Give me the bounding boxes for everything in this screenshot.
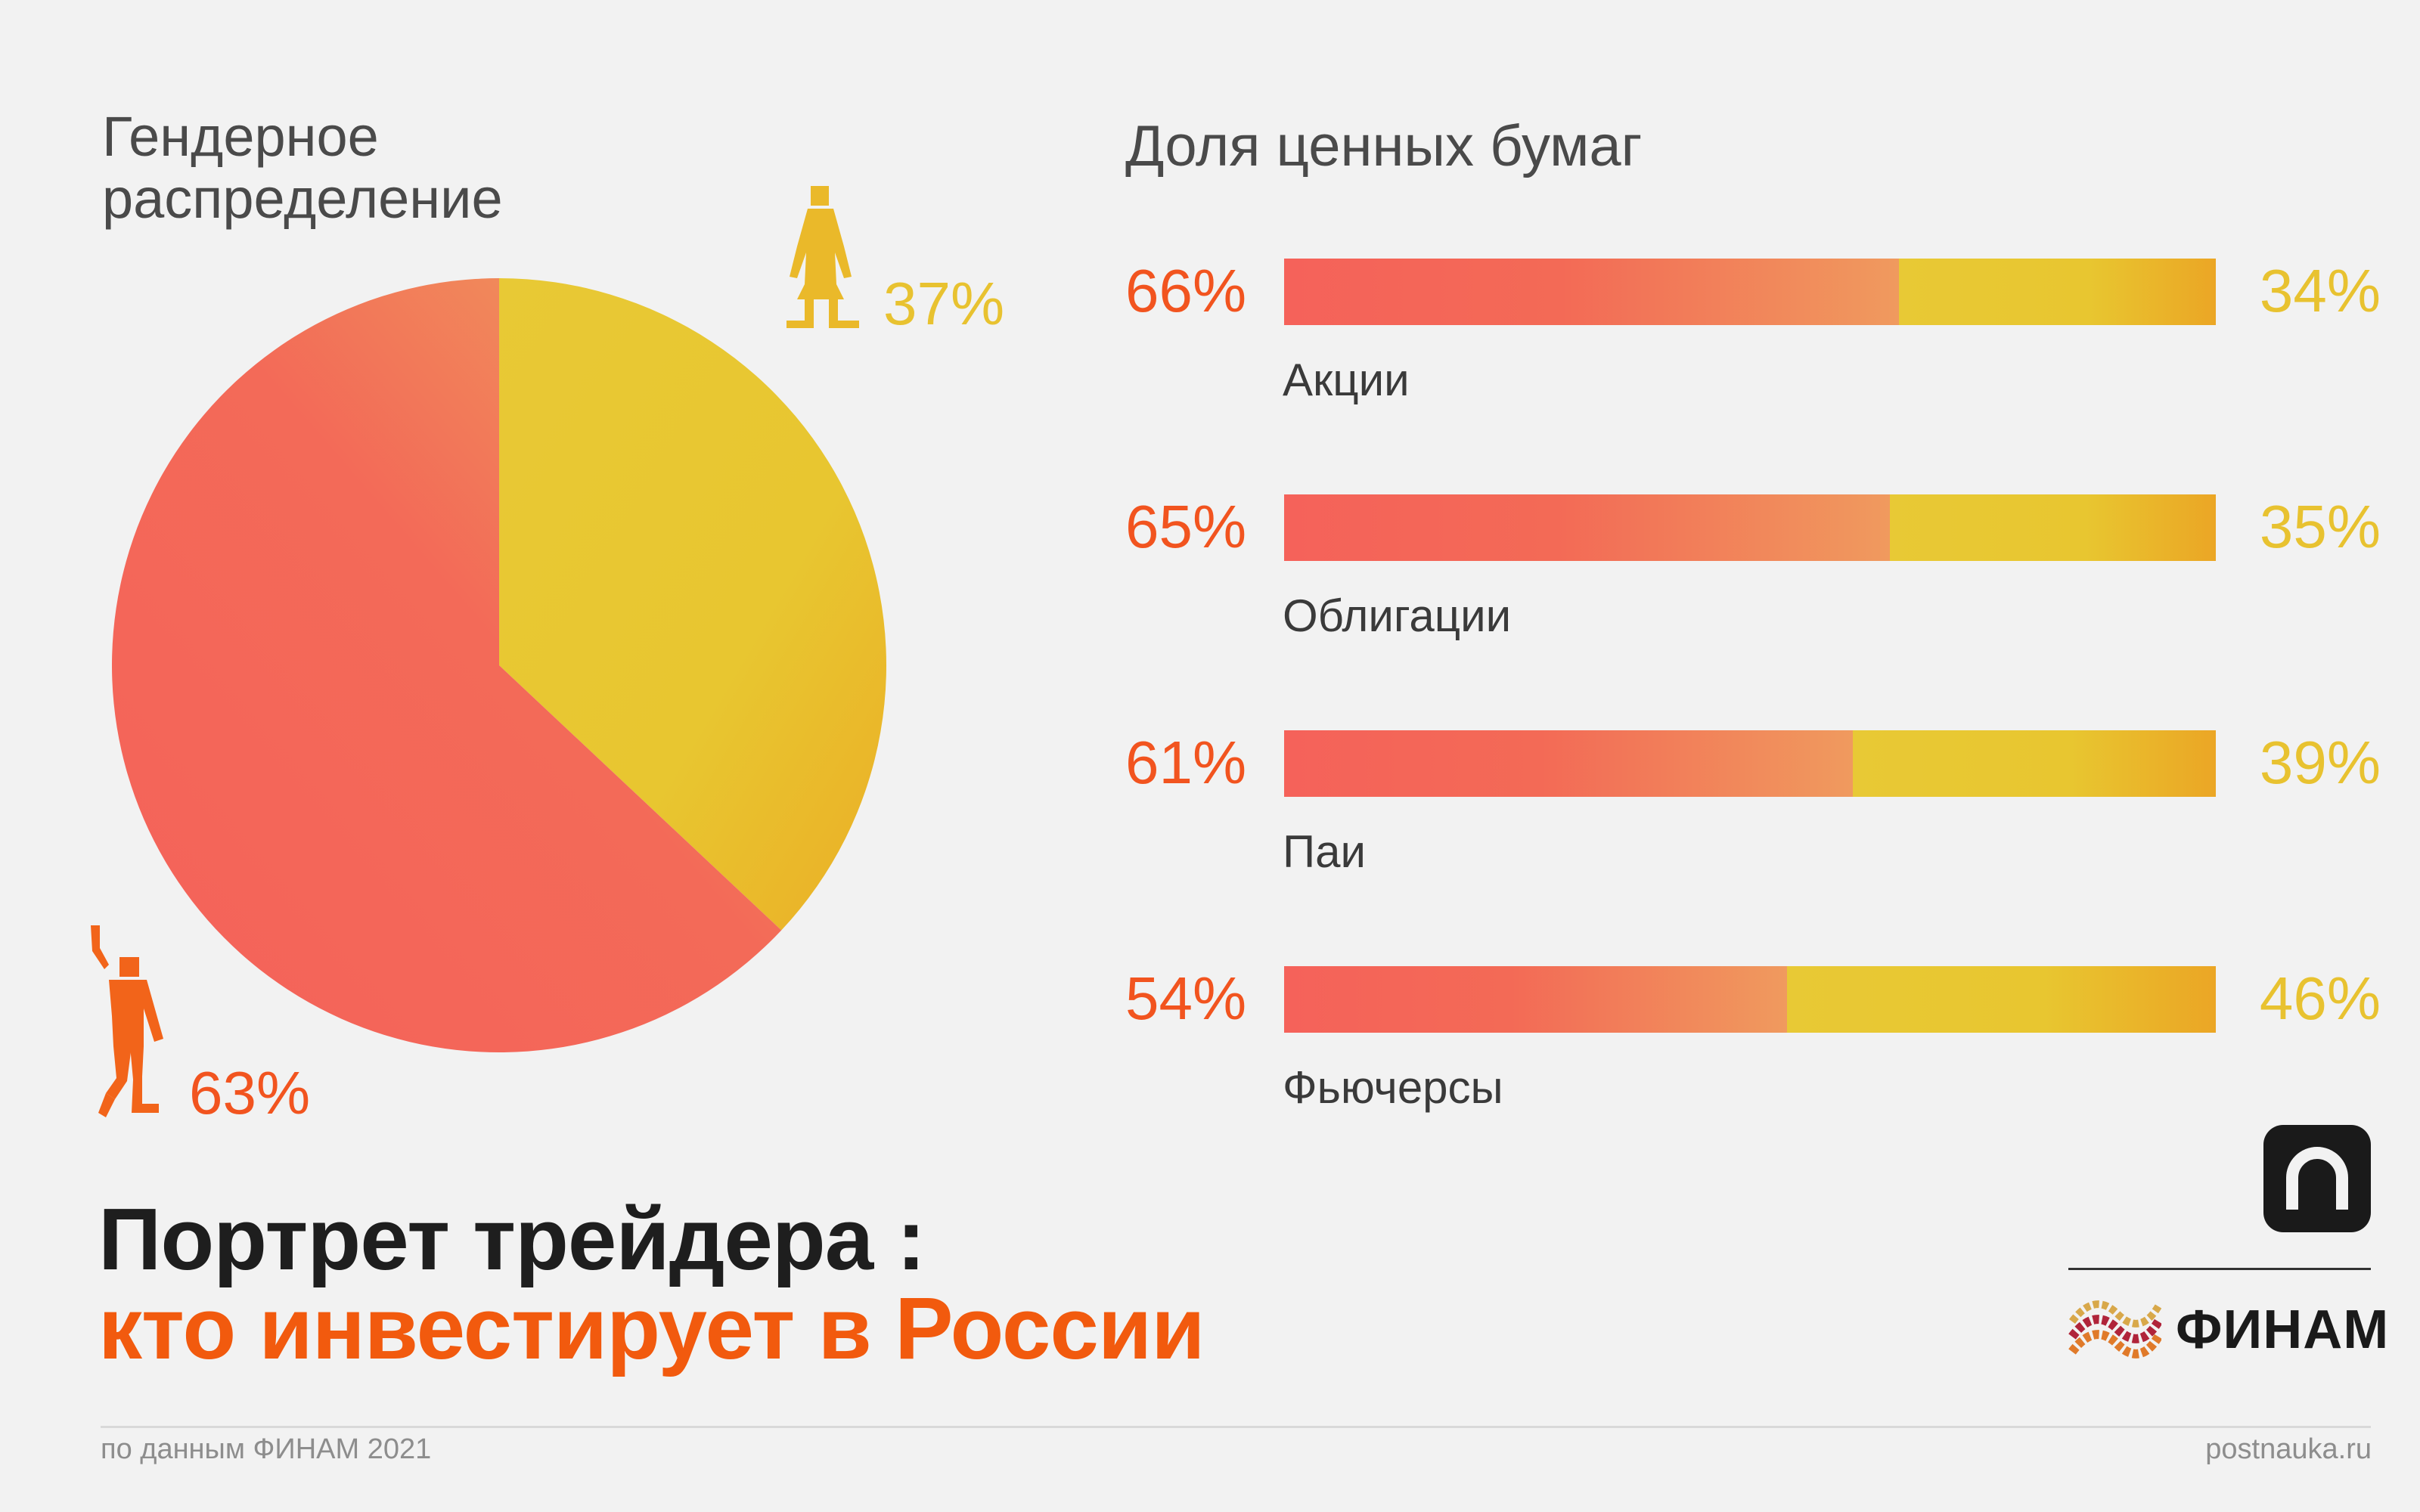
logo-divider	[2068, 1268, 2371, 1270]
bar-segment-female	[1899, 259, 2216, 325]
postnauka-logo-icon	[2263, 1125, 2371, 1232]
finam-logo-text: ФИНАМ	[2176, 1300, 2390, 1360]
headline-line-1: Портрет трейдера :	[98, 1190, 926, 1288]
bar-male-value-label: 54%	[1125, 965, 1247, 1032]
bar-male-value-label: 61%	[1125, 729, 1247, 796]
man-figure-icon	[91, 925, 163, 1117]
bar-category-label: Облигации	[1283, 590, 1512, 641]
footer-divider	[101, 1426, 2371, 1428]
bar-category-label: Паи	[1283, 826, 1367, 877]
bar-segment-male	[1284, 259, 1900, 325]
bar-track	[1284, 730, 2216, 797]
bar-segment-female	[1852, 730, 2216, 797]
bar-row-3: 54% 46% Фьючерсы	[1125, 965, 2381, 1176]
male-percent-label: 63%	[189, 1059, 311, 1126]
postnauka-arch-icon	[2286, 1147, 2348, 1210]
bar-male-value-label: 66%	[1125, 257, 1247, 324]
bar-track	[1284, 966, 2216, 1033]
headline-line-2: кто инвестирует в России	[98, 1279, 1205, 1377]
finam-logo-mark-icon	[2068, 1300, 2161, 1359]
bar-track	[1284, 494, 2216, 561]
bars-chart-title: Доля ценных бумаг	[1125, 114, 1643, 178]
bar-row-2: 61% 39% Паи	[1125, 729, 2381, 940]
bar-segment-male	[1284, 966, 1788, 1033]
page-headline: Портрет трейдера : кто инвестирует в Рос…	[98, 1194, 1205, 1373]
bar-row-0: 66% 34% Акции	[1125, 257, 2381, 469]
bar-segment-female	[1787, 966, 2216, 1033]
bar-category-label: Акции	[1283, 355, 1410, 405]
bar-category-label: Фьючерсы	[1283, 1062, 1503, 1113]
bar-female-value-label: 46%	[2259, 965, 2381, 1032]
bar-segment-male	[1284, 730, 1853, 797]
bar-male-value-label: 65%	[1125, 493, 1247, 560]
source-note: по данным ФИНАМ 2021	[101, 1433, 432, 1465]
pie-slice-female	[499, 278, 886, 931]
gender-pie-chart	[111, 278, 886, 1052]
bar-female-value-label: 39%	[2259, 729, 2381, 796]
female-percent-label: 37%	[883, 270, 1005, 337]
woman-figure-icon	[786, 186, 859, 328]
pie-chart-title: Гендерное распределение	[102, 105, 503, 230]
bar-female-value-label: 34%	[2259, 257, 2381, 324]
bar-segment-male	[1284, 494, 1890, 561]
bar-female-value-label: 35%	[2259, 493, 2381, 560]
bar-segment-female	[1889, 494, 2216, 561]
bar-track	[1284, 259, 2216, 325]
bar-row-1: 65% 35% Облигации	[1125, 493, 2381, 705]
pie-slice-male	[111, 278, 782, 1052]
site-link[interactable]: postnauka.ru	[2205, 1433, 2372, 1465]
